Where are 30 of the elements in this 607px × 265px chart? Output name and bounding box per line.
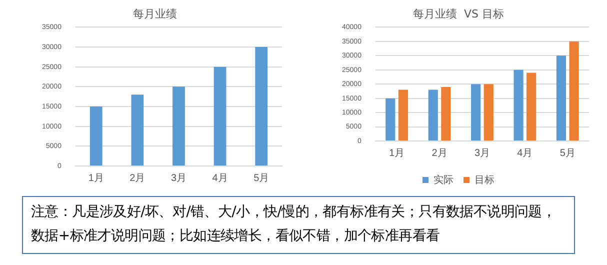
bar [386, 98, 396, 140]
x-tick-label: 2月 [130, 172, 146, 184]
bar [514, 70, 524, 140]
x-tick-label: 5月 [254, 172, 270, 184]
x-tick-label: 1月 [389, 148, 405, 159]
x-tick-label: 5月 [560, 148, 576, 159]
bar [214, 66, 226, 166]
bar [131, 94, 144, 166]
bar [441, 86, 451, 140]
x-tick-label: 2月 [432, 148, 448, 159]
chart-title: 每月业绩 VS 目标 [413, 7, 504, 20]
legend-label: 目标 [474, 174, 494, 186]
chart-title: 每月业绩 [133, 7, 177, 20]
bar [90, 106, 102, 166]
bar [255, 47, 268, 166]
legend-label: 实际 [434, 174, 454, 186]
bar [471, 84, 481, 140]
text: 注意：凡是涉及好/坏、对/错、大/小，快/慢的，都有标准有关；只有数据不说明问题，数据+标准才说明问题；比如连续增长，看似不错，加个标准再看看 [31, 203, 557, 246]
bar [556, 56, 566, 140]
bar [484, 84, 494, 140]
bar [569, 41, 579, 140]
x-tick-label: 4月 [212, 172, 228, 184]
x-tick-label: 3月 [474, 148, 490, 159]
bar [172, 86, 185, 166]
x-tick-label: 3月 [170, 172, 187, 184]
bar [526, 72, 536, 140]
bar [398, 90, 408, 140]
bar [428, 90, 438, 140]
x-tick-label: 4月 [517, 148, 533, 159]
x-tick-label: 1月 [88, 172, 104, 184]
